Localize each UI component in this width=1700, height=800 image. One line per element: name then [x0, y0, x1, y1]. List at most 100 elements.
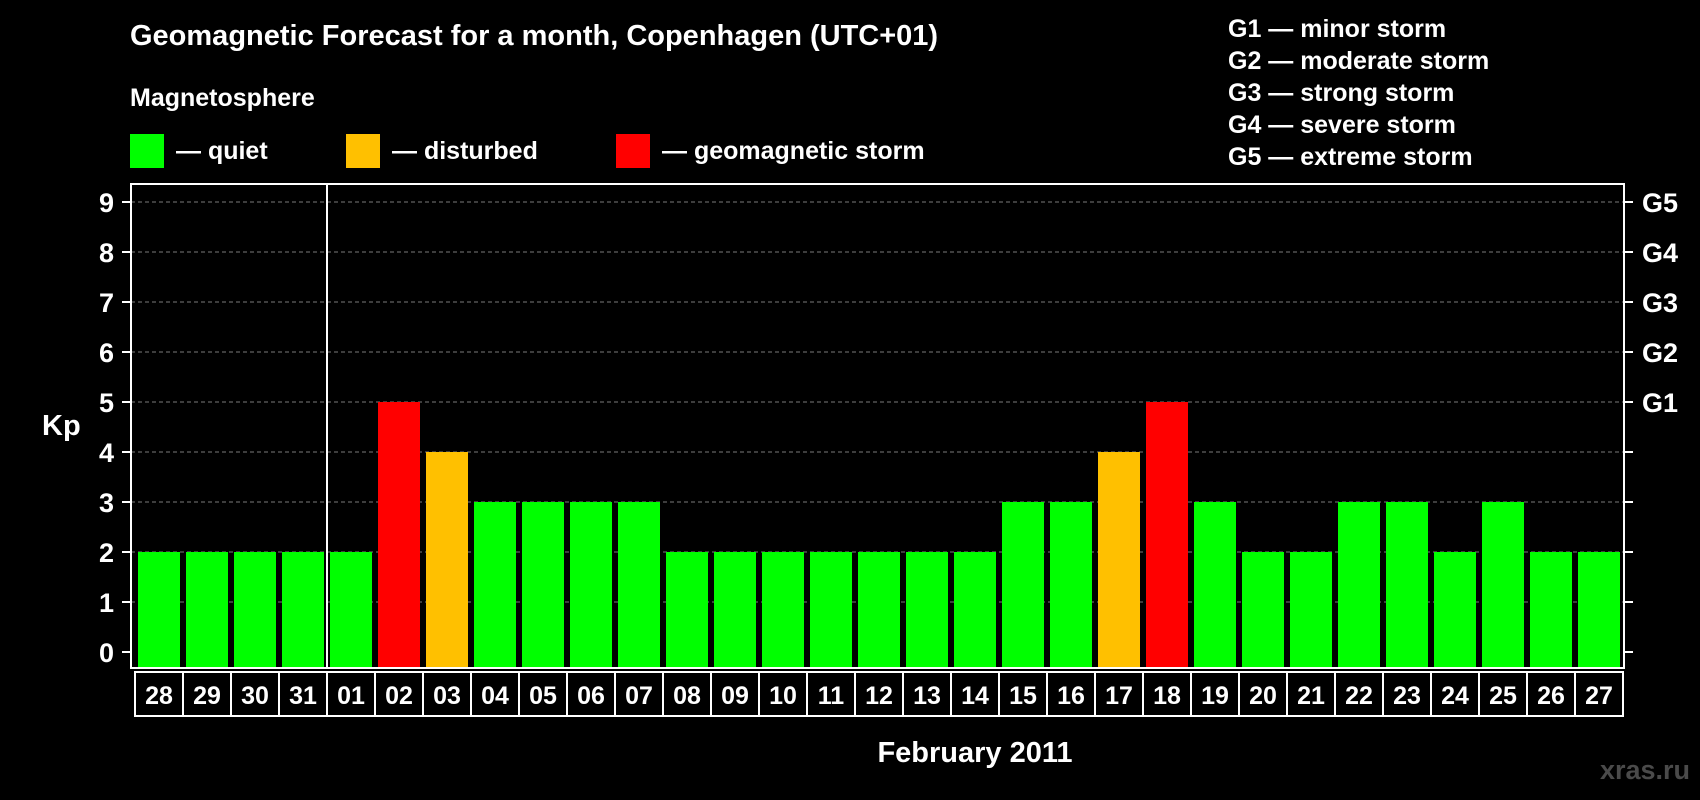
bar-27 — [1578, 552, 1620, 668]
legend-label-disturbed: — disturbed — [392, 136, 538, 165]
bar-18 — [1146, 402, 1188, 668]
y-tick-label: 6 — [99, 338, 114, 368]
x-tick-label-30: 30 — [241, 682, 269, 710]
x-tick-label-07: 07 — [625, 682, 653, 710]
y-axis-label: Kp — [42, 410, 81, 442]
x-tick-label-27: 27 — [1585, 682, 1613, 710]
x-tick-label-05: 05 — [529, 682, 557, 710]
x-axis-label: February 2011 — [877, 737, 1073, 769]
x-tick-label-08: 08 — [673, 682, 701, 710]
x-tick-label-19: 19 — [1201, 682, 1229, 710]
x-tick-label-24: 24 — [1441, 682, 1469, 710]
x-tick-label-02: 02 — [385, 682, 413, 710]
bar-26 — [1530, 552, 1572, 668]
bar-20 — [1242, 552, 1284, 668]
y-tick-label: 2 — [99, 538, 114, 568]
bar-30 — [234, 552, 276, 668]
bar-12 — [858, 552, 900, 668]
g-scale-item-g2: G2 — moderate storm — [1228, 47, 1490, 75]
x-tick-label-26: 26 — [1537, 682, 1565, 710]
x-tick-label-01: 01 — [337, 682, 365, 710]
x-tick-label-21: 21 — [1297, 682, 1325, 710]
x-tick-label-31: 31 — [289, 682, 317, 710]
bar-09 — [714, 552, 756, 668]
x-tick-label-03: 03 — [433, 682, 461, 710]
x-tick-label-25: 25 — [1489, 682, 1517, 710]
x-tick-label-15: 15 — [1009, 682, 1037, 710]
x-tick-label-16: 16 — [1057, 682, 1085, 710]
y-tick-label: 0 — [99, 638, 114, 668]
bar-21 — [1290, 552, 1332, 668]
y-tick-label: 8 — [99, 238, 114, 268]
bar-14 — [954, 552, 996, 668]
right-axis-label-g2: G2 — [1642, 338, 1678, 368]
bar-07 — [618, 502, 660, 668]
right-axis-label-g3: G3 — [1642, 288, 1678, 318]
bar-16 — [1050, 502, 1092, 668]
y-tick-label: 1 — [99, 588, 114, 618]
g-scale-item-g1: G1 — minor storm — [1228, 15, 1447, 43]
x-tick-label-11: 11 — [818, 682, 845, 710]
bar-15 — [1002, 502, 1044, 668]
bar-22 — [1338, 502, 1380, 668]
bar-01 — [330, 552, 372, 668]
bar-28 — [138, 552, 180, 668]
bar-04 — [474, 502, 516, 668]
bar-19 — [1194, 502, 1236, 668]
plot-frame — [130, 183, 1625, 669]
bar-06 — [570, 502, 612, 668]
legend-swatch-disturbed — [346, 134, 380, 168]
date-axis-frame — [134, 671, 1624, 717]
legend-swatch-quiet — [130, 134, 164, 168]
x-tick-label-06: 06 — [577, 682, 605, 710]
g-scale-item-g4: G4 — severe storm — [1228, 111, 1456, 139]
x-tick-label-23: 23 — [1393, 682, 1421, 710]
bar-31 — [282, 552, 324, 668]
bar-02 — [378, 402, 420, 668]
section-label: Magnetosphere — [130, 84, 315, 112]
x-tick-label-10: 10 — [769, 682, 797, 710]
x-tick-label-12: 12 — [865, 682, 893, 710]
legend-label-quiet: — quiet — [176, 136, 268, 165]
y-tick-label: 4 — [99, 438, 114, 468]
bar-10 — [762, 552, 804, 668]
bar-13 — [906, 552, 948, 668]
x-tick-label-20: 20 — [1249, 682, 1277, 710]
x-tick-label-09: 09 — [721, 682, 749, 710]
legend-item-quiet: — quiet — [130, 134, 268, 168]
bar-08 — [666, 552, 708, 668]
bar-05 — [522, 502, 564, 668]
y-tick-label: 9 — [99, 188, 114, 218]
bar-03 — [426, 452, 468, 668]
right-axis-label-g4: G4 — [1642, 238, 1678, 268]
right-axis-label-g1: G1 — [1642, 388, 1678, 418]
y-tick-label: 5 — [99, 388, 114, 418]
right-axis-label-g5: G5 — [1642, 188, 1678, 218]
g-scale-item-g3: G3 — strong storm — [1228, 79, 1455, 107]
legend-item-disturbed: — disturbed — [346, 134, 538, 168]
bar-23 — [1386, 502, 1428, 668]
x-tick-label-29: 29 — [193, 682, 221, 710]
bar-24 — [1434, 552, 1476, 668]
legend-item-storm: — geomagnetic storm — [616, 134, 925, 168]
x-tick-label-18: 18 — [1153, 682, 1181, 710]
x-tick-label-04: 04 — [481, 682, 509, 710]
x-tick-label-22: 22 — [1345, 682, 1373, 710]
watermark: xras.ru — [1599, 755, 1690, 785]
y-tick-label: 3 — [99, 488, 114, 518]
x-tick-label-14: 14 — [961, 682, 989, 710]
bar-25 — [1482, 502, 1524, 668]
bar-17 — [1098, 452, 1140, 668]
y-tick-label: 7 — [99, 288, 114, 318]
legend-swatch-storm — [616, 134, 650, 168]
legend-label-storm: — geomagnetic storm — [662, 136, 925, 165]
g-scale-item-g5: G5 — extreme storm — [1228, 143, 1473, 171]
x-tick-label-13: 13 — [913, 682, 941, 710]
bar-29 — [186, 552, 228, 668]
bar-11 — [810, 552, 852, 668]
g-scale-list: G1 — minor storm G2 — moderate storm G3 … — [1228, 13, 1489, 173]
chart-title: Geomagnetic Forecast for a month, Copenh… — [130, 20, 939, 52]
x-tick-label-28: 28 — [145, 682, 173, 710]
x-tick-label-17: 17 — [1105, 682, 1133, 710]
